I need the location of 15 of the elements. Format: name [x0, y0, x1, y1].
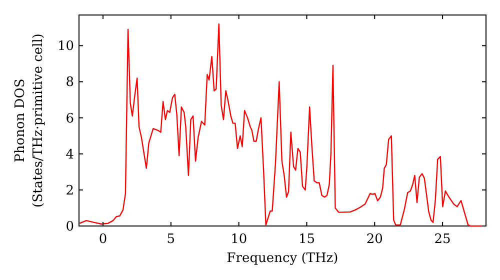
x-tick-label: 20 — [366, 232, 383, 247]
y-tick-label: 4 — [66, 147, 74, 162]
y-tick-label: 10 — [57, 39, 74, 54]
x-tick-label: 25 — [434, 232, 451, 247]
x-tick-label: 15 — [298, 232, 316, 247]
y-tick-label: 8 — [66, 75, 74, 90]
y-tick-label: 2 — [66, 183, 74, 198]
y-tick-label: 6 — [66, 111, 74, 126]
x-tick-label: 10 — [230, 232, 248, 247]
x-axis-title: Frequency (THz) — [226, 251, 338, 266]
y-tick-label: 0 — [66, 220, 74, 234]
y-axis-title: Phonon DOS (States/THz·primitive cell) — [13, 33, 46, 208]
x-tick-label: 5 — [166, 232, 176, 247]
line-series — [79, 23, 483, 227]
x-tick-label: 0 — [98, 232, 108, 247]
